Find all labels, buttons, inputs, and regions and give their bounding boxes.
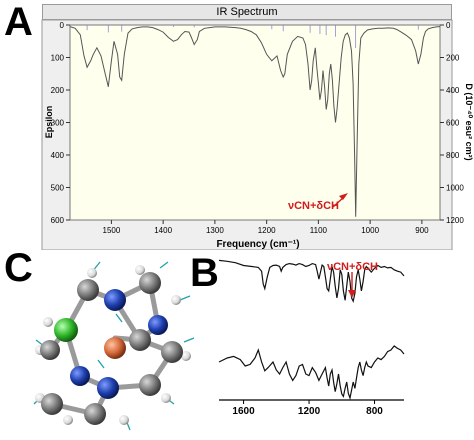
y2-tick-label: 200 (446, 54, 460, 63)
b-x-tick-label: 1200 (298, 406, 321, 417)
b-x-tick-label: 1600 (232, 406, 255, 417)
annotation-arrowhead (339, 193, 348, 200)
x-tick-label: 900 (415, 226, 429, 235)
panel-a-letter: A (4, 0, 33, 44)
axes: 1500 1400 1300 1200 1100 1000 900 0 100 200 300 400… (51, 21, 465, 235)
b-vibration-annotation: νCN+δCH (327, 261, 378, 273)
panel-b-letter: B (190, 251, 219, 295)
y2-axis-label: D (10⁻⁴⁰ esu² cm²) (464, 83, 474, 160)
b-annotation-arrowhead (348, 290, 356, 298)
y-tick-label: 600 (51, 216, 65, 225)
y2-tick-label: 800 (446, 151, 460, 160)
transition-sticks (86, 25, 419, 49)
x-tick-label: 1000 (361, 226, 379, 235)
plot-area (69, 24, 441, 221)
ir-spectrum-title-bar: IR Spectrum (42, 4, 452, 20)
y-tick-label: 500 (51, 184, 65, 193)
x-tick-label: 1300 (206, 226, 224, 235)
atoms (35, 265, 191, 425)
y2-tick-label: 400 (446, 86, 460, 95)
y-tick-label: 100 (51, 54, 65, 63)
panel-c-letter: C (4, 246, 33, 290)
chart-title: IR Spectrum (216, 6, 278, 18)
x-axis-ticks: 1600 1200 800 (232, 400, 383, 417)
y-tick-label: 200 (51, 86, 65, 95)
x-tick-label: 1200 (258, 226, 276, 235)
y-tick-label: 0 (60, 21, 65, 30)
x-axis-label: Frequency (cm⁻¹) (216, 239, 299, 250)
ir-spectrum-chart: 1500 1400 1300 1200 1100 1000 900 0 100 200 300 400… (41, 19, 474, 250)
spectrum-line (69, 26, 441, 217)
y2-tick-label: 1200 (446, 216, 464, 225)
y-axis-label: Epsilon (44, 106, 54, 139)
y-tick-label: 300 (51, 119, 65, 128)
y-tick-label: 400 (51, 151, 65, 160)
x-tick-label: 1400 (154, 226, 172, 235)
y2-tick-label: 600 (446, 119, 460, 128)
vibration-annotation: νCN+δCH (288, 200, 339, 212)
spectrum-line-bottom (218, 345, 405, 401)
y2-tick-label: 1000 (446, 184, 464, 193)
b-x-tick-label: 800 (366, 406, 383, 417)
x-tick-label: 1500 (103, 226, 121, 235)
spectrum-line-top (218, 259, 405, 304)
y2-tick-label: 0 (446, 21, 451, 30)
x-tick-label: 1100 (310, 226, 328, 235)
